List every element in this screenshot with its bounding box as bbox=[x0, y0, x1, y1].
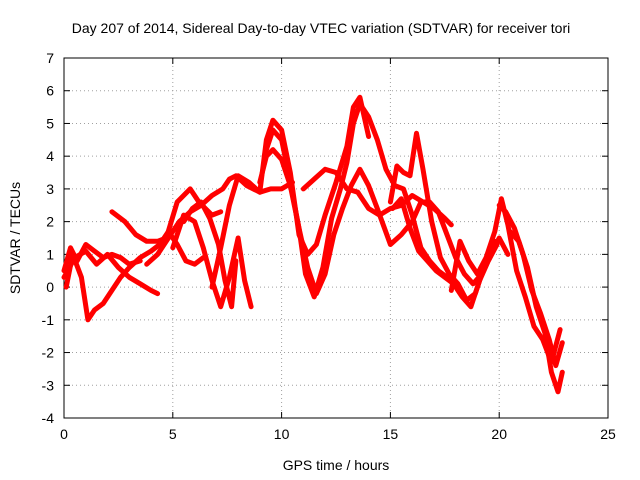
series-track-6 bbox=[170, 212, 254, 310]
x-tick-label: 10 bbox=[274, 426, 290, 442]
x-tick-label: 5 bbox=[169, 426, 177, 442]
y-tick-label: 5 bbox=[46, 115, 54, 131]
data-series bbox=[61, 94, 565, 395]
y-tick-label: -1 bbox=[42, 312, 55, 328]
y-tick-label: 0 bbox=[46, 279, 54, 295]
x-tick-label: 20 bbox=[491, 426, 507, 442]
series-track-3 bbox=[63, 229, 206, 323]
y-tick-label: 6 bbox=[46, 83, 54, 99]
x-axis-tick-labels: 0 5 10 15 20 25 bbox=[60, 426, 616, 442]
y-tick-label: 3 bbox=[46, 181, 54, 197]
series-track-10 bbox=[261, 127, 511, 297]
plot-frame bbox=[63, 57, 609, 419]
y-axis-tick-labels: -4 -3 -2 -1 0 1 2 3 4 5 6 7 bbox=[42, 50, 55, 426]
series-track-13 bbox=[390, 196, 500, 310]
chart-title: Day 207 of 2014, Sidereal Day-to-day VTE… bbox=[72, 20, 571, 36]
y-axis-label: SDTVAR / TECUs bbox=[7, 182, 23, 294]
y-tick-label: -3 bbox=[42, 377, 55, 393]
series-track-16 bbox=[507, 229, 565, 395]
y-tick-label: 2 bbox=[46, 214, 54, 230]
series-track-5 bbox=[144, 173, 295, 267]
x-tick-label: 25 bbox=[600, 426, 616, 442]
y-tick-label: 4 bbox=[46, 148, 54, 164]
series-track-7 bbox=[181, 199, 239, 310]
y-tick-label: -4 bbox=[42, 410, 55, 426]
y-tick-label: 1 bbox=[46, 246, 54, 262]
axis-ticks bbox=[63, 57, 609, 419]
y-tick-label: -2 bbox=[42, 345, 55, 361]
y-tick-label: 7 bbox=[46, 50, 54, 66]
series-track-2 bbox=[61, 248, 161, 297]
x-tick-label: 15 bbox=[383, 426, 399, 442]
x-tick-label: 0 bbox=[60, 426, 68, 442]
x-axis-label: GPS time / hours bbox=[283, 457, 390, 473]
